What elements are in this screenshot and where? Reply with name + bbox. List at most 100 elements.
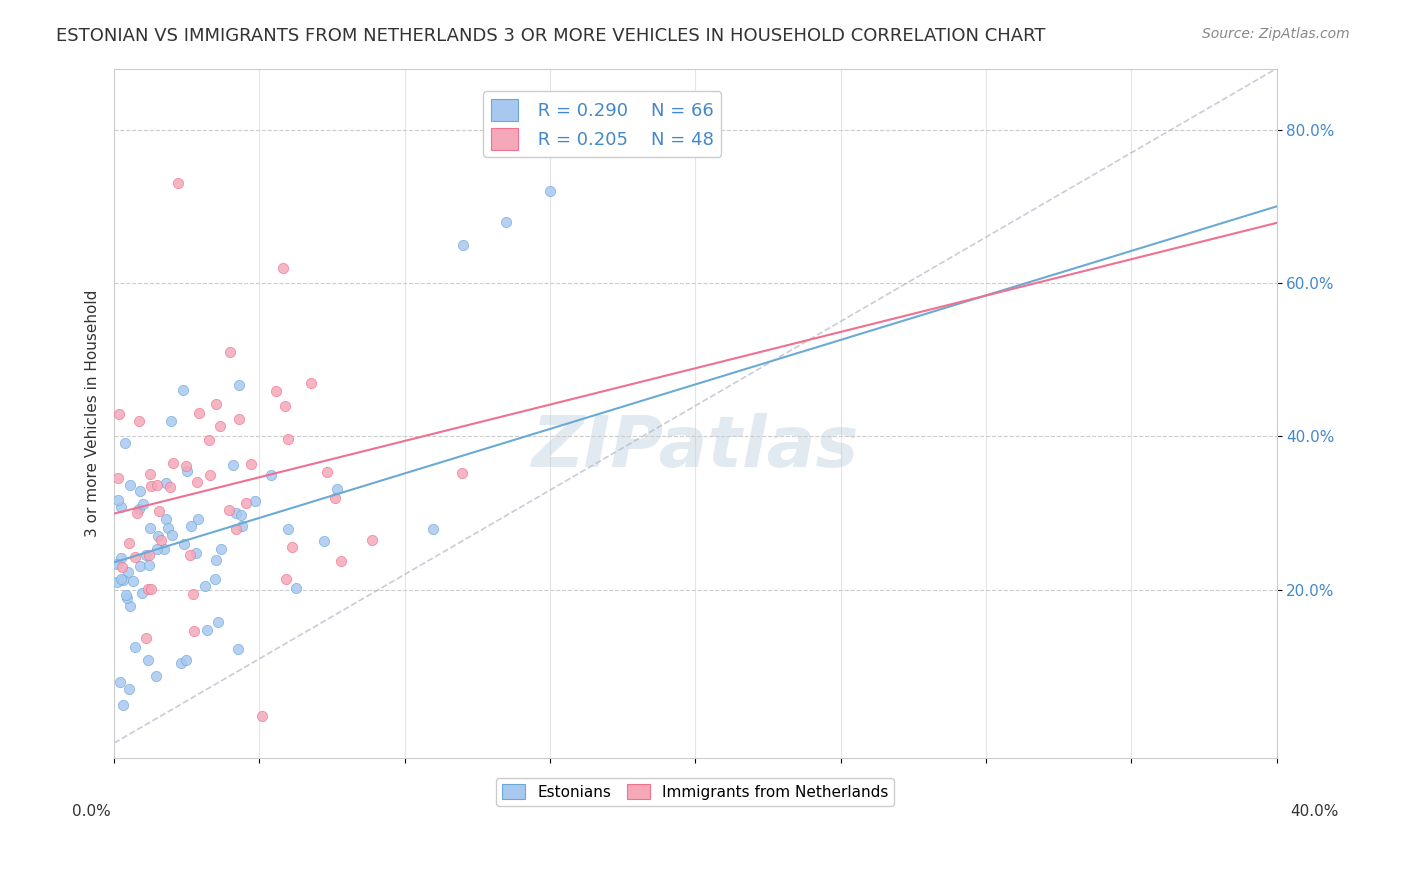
Immigrants from Netherlands [107, 407, 129, 421]
Immigrants from Netherlands [315, 465, 337, 479]
Estonians [153, 541, 176, 556]
Estonians [205, 553, 228, 567]
Estonians [245, 494, 267, 508]
Text: ZIPatlas: ZIPatlas [531, 413, 859, 483]
Immigrants from Netherlands [117, 536, 139, 550]
Text: 0.0%: 0.0% [72, 805, 111, 819]
Estonians [170, 657, 193, 671]
Immigrants from Netherlands [174, 458, 197, 473]
Estonians [231, 508, 253, 523]
Immigrants from Netherlands [228, 412, 250, 426]
Immigrants from Netherlands [198, 467, 221, 482]
Immigrants from Netherlands [125, 507, 148, 521]
Immigrants from Netherlands [323, 491, 346, 506]
Estonians [108, 674, 131, 689]
Estonians [156, 521, 179, 535]
Immigrants from Netherlands [135, 631, 157, 645]
Estonians [105, 557, 128, 571]
Estonians [111, 573, 134, 587]
Immigrants from Netherlands [139, 582, 162, 596]
Estonians [195, 623, 218, 637]
Estonians [121, 574, 143, 588]
Immigrants from Netherlands [162, 456, 184, 470]
Estonians [312, 533, 335, 548]
Estonians [155, 512, 177, 526]
Estonians [209, 542, 232, 557]
Estonians [222, 458, 245, 473]
Immigrants from Netherlands [124, 549, 146, 564]
Estonians [277, 522, 299, 536]
Estonians [160, 414, 183, 428]
Estonians [145, 541, 167, 556]
Immigrants from Netherlands [183, 624, 205, 639]
Estonians [110, 500, 132, 514]
Immigrants from Netherlands [451, 466, 474, 480]
Estonians [326, 482, 349, 496]
Immigrants from Netherlands [240, 458, 263, 472]
Estonians [207, 615, 229, 630]
Immigrants from Netherlands [138, 548, 160, 562]
Text: Source: ZipAtlas.com: Source: ZipAtlas.com [1202, 27, 1350, 41]
Estonians [228, 642, 250, 657]
Immigrants from Netherlands [128, 414, 150, 428]
Estonians [451, 237, 474, 252]
Estonians [231, 519, 253, 533]
Immigrants from Netherlands [271, 260, 294, 275]
Immigrants from Netherlands [277, 432, 299, 446]
Immigrants from Netherlands [139, 467, 162, 481]
Estonians [155, 475, 177, 490]
Estonians [160, 528, 183, 542]
Immigrants from Netherlands [329, 554, 352, 568]
Estonians [128, 558, 150, 573]
Immigrants from Netherlands [299, 376, 322, 391]
Estonians [128, 502, 150, 516]
Estonians [114, 435, 136, 450]
Estonians [148, 529, 170, 543]
Estonians [136, 653, 159, 667]
Immigrants from Netherlands [209, 419, 232, 434]
Estonians [107, 493, 129, 508]
Estonians [184, 545, 207, 559]
Estonians [495, 215, 517, 229]
Immigrants from Netherlands [181, 587, 204, 601]
Estonians [180, 519, 202, 533]
Estonians [124, 640, 146, 655]
Immigrants from Netherlands [111, 559, 134, 574]
Estonians [120, 477, 142, 491]
Immigrants from Netherlands [159, 480, 181, 494]
Text: ESTONIAN VS IMMIGRANTS FROM NETHERLANDS 3 OR MORE VEHICLES IN HOUSEHOLD CORRELAT: ESTONIAN VS IMMIGRANTS FROM NETHERLANDS … [56, 27, 1046, 45]
Immigrants from Netherlands [218, 503, 240, 517]
Immigrants from Netherlands [188, 406, 211, 420]
Estonians [284, 581, 307, 595]
Estonians [138, 558, 160, 573]
Immigrants from Netherlands [274, 572, 297, 586]
Estonians [194, 579, 217, 593]
Y-axis label: 3 or more Vehicles in Household: 3 or more Vehicles in Household [86, 290, 100, 537]
Immigrants from Netherlands [139, 478, 162, 492]
Estonians [422, 523, 444, 537]
Immigrants from Netherlands [274, 399, 297, 413]
Immigrants from Netherlands [167, 177, 190, 191]
Estonians [131, 586, 153, 600]
Immigrants from Netherlands [179, 548, 201, 562]
Estonians [111, 698, 134, 712]
Estonians [135, 549, 157, 563]
Immigrants from Netherlands [186, 475, 208, 489]
Estonians [225, 507, 247, 521]
Immigrants from Netherlands [146, 478, 169, 492]
Estonians [105, 574, 128, 589]
Estonians [187, 512, 209, 526]
Immigrants from Netherlands [281, 540, 304, 554]
Estonians [174, 653, 197, 667]
Immigrants from Netherlands [225, 522, 247, 536]
Estonians [228, 377, 250, 392]
Estonians [145, 669, 167, 683]
Estonians [259, 468, 281, 483]
Estonians [118, 682, 141, 697]
Estonians [176, 464, 198, 478]
Estonians [117, 591, 139, 605]
Immigrants from Netherlands [264, 384, 287, 399]
Estonians [173, 537, 195, 551]
Immigrants from Netherlands [148, 504, 170, 518]
Immigrants from Netherlands [138, 582, 160, 597]
